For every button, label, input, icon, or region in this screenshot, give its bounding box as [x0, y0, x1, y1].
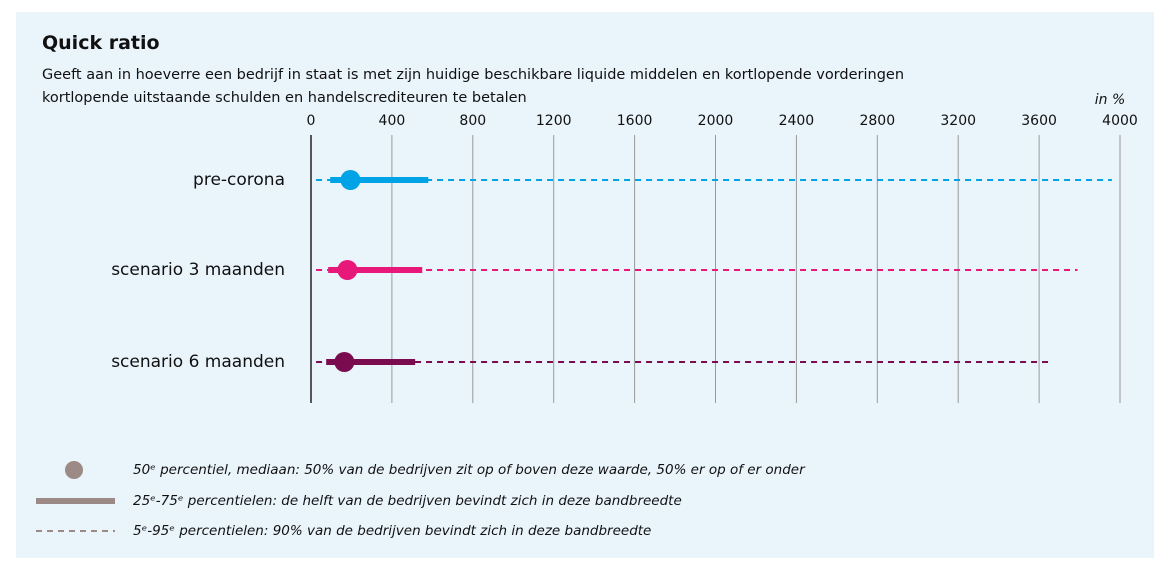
category-label: pre-corona: [193, 170, 285, 190]
x-tick-label: 3600: [1021, 113, 1057, 129]
x-tick-label: 2400: [779, 113, 815, 129]
legend-label: 25ᵉ-75ᵉ percentielen: de helft van de be…: [133, 493, 682, 509]
panel: [16, 12, 1154, 558]
legend-label: 50ᵉ percentiel, mediaan: 50% van de bedr…: [133, 462, 806, 478]
category-label: scenario 3 maanden: [111, 260, 285, 280]
x-tick-label: 2800: [859, 113, 895, 129]
unit-label: in %: [1095, 92, 1126, 108]
x-tick-label: 0: [307, 113, 316, 129]
x-tick-label: 800: [459, 113, 486, 129]
legend-label: 5ᵉ-95ᵉ percentielen: 90% van de bedrijve…: [133, 523, 651, 539]
x-tick-label: 3200: [940, 113, 976, 129]
chart-title: Quick ratio: [42, 32, 160, 54]
median: [334, 352, 355, 372]
x-tick-label: 2000: [698, 113, 734, 129]
category-label: scenario 6 maanden: [111, 352, 285, 372]
chart-subtitle: Geeft aan in hoeverre een bedrijf in sta…: [42, 67, 905, 106]
median: [337, 260, 358, 280]
x-tick-label: 1600: [617, 113, 653, 129]
median: [340, 170, 361, 190]
legend-median-symbol: [65, 461, 83, 479]
x-tick-label: 4000: [1102, 113, 1138, 129]
x-tick-label: 400: [379, 113, 406, 129]
x-tick-label: 1200: [536, 113, 572, 129]
